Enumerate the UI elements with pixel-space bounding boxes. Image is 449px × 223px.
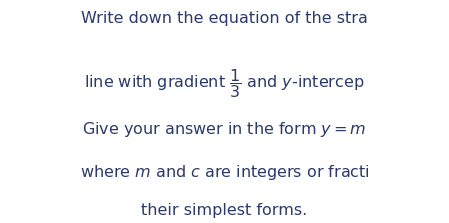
Text: where $m$ and $c$ are integers or fracti: where $m$ and $c$ are integers or fracti xyxy=(79,163,370,182)
Text: Write down the equation of the stra: Write down the equation of the stra xyxy=(81,11,368,26)
Text: their simplest forms.: their simplest forms. xyxy=(141,203,308,218)
Text: line with gradient $\dfrac{1}{3}$ and $y$-intercep: line with gradient $\dfrac{1}{3}$ and $y… xyxy=(84,67,365,100)
Text: Give your answer in the form $y = m$: Give your answer in the form $y = m$ xyxy=(82,120,367,139)
